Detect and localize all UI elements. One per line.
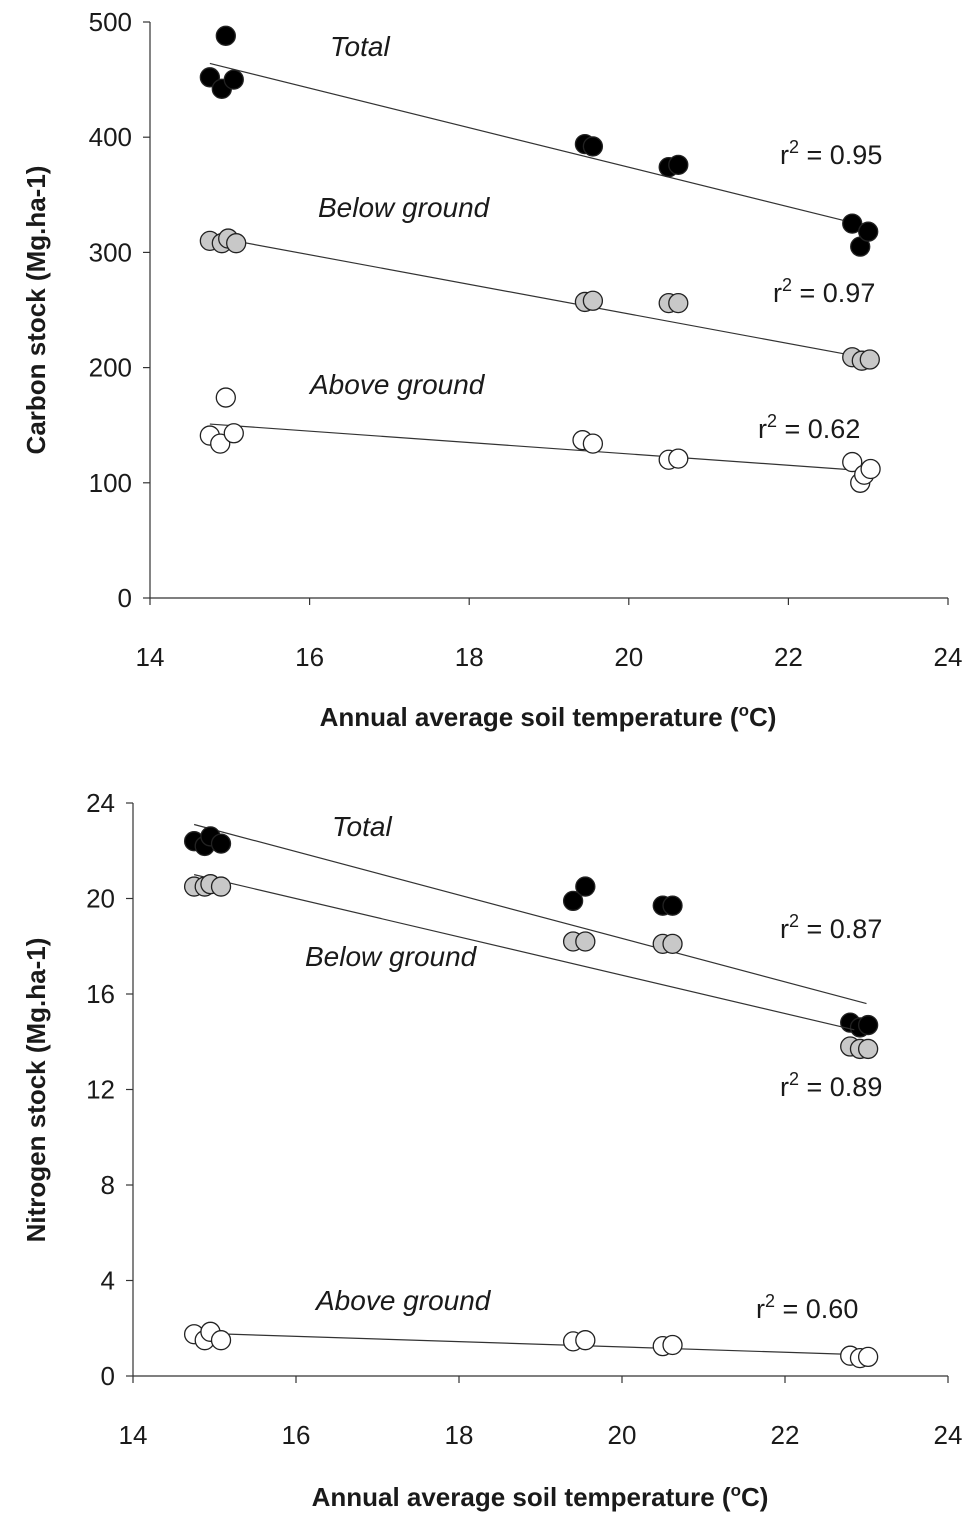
- r-squared-label: r2 = 0.89: [780, 1069, 882, 1102]
- data-point: [223, 69, 244, 90]
- x-tick-label: 20: [608, 1420, 637, 1450]
- series-label: Below ground: [305, 941, 478, 972]
- trend-line: [193, 874, 855, 1031]
- data-point: [210, 876, 232, 897]
- r-squared-label: r2 = 0.97: [773, 275, 875, 308]
- data-point: [662, 895, 683, 916]
- data-point: [226, 233, 247, 254]
- y-tick-label: 400: [89, 122, 132, 152]
- y-tick-label: 100: [89, 468, 132, 498]
- data-point: [668, 448, 689, 469]
- y-tick-label: 8: [101, 1170, 115, 1200]
- x-tick-label: 22: [771, 1420, 800, 1450]
- data-point: [210, 833, 232, 854]
- data-point: [857, 1346, 879, 1368]
- y-axis-title: Nitrogen stock (Mg.ha-1): [21, 938, 51, 1243]
- data-point: [842, 451, 863, 473]
- y-tick-label: 24: [86, 788, 115, 818]
- y-tick-label: 12: [86, 1075, 115, 1105]
- x-tick-label: 24: [934, 642, 963, 672]
- data-point: [662, 933, 683, 955]
- trend-line: [193, 823, 867, 1005]
- series-below-ground: Below ground r2 = 0.97: [199, 192, 880, 371]
- series-above-ground: Above ground r2 = 0.62: [199, 369, 881, 493]
- series-label: Above ground: [308, 369, 486, 400]
- series-total: Total r2 = 0.87: [183, 811, 882, 1038]
- x-tick-label: 20: [614, 642, 643, 672]
- series-label: Below ground: [318, 192, 491, 223]
- data-point: [858, 221, 879, 242]
- r-squared-label: r2 = 0.60: [756, 1291, 858, 1324]
- y-tick-label: 4: [101, 1266, 115, 1296]
- x-axis-title: Annual average soil temperature (oC): [320, 701, 777, 732]
- x-axis-title: Annual average soil temperature (oC): [312, 1481, 769, 1512]
- y-tick-label: 500: [89, 7, 132, 37]
- data-point: [668, 292, 689, 314]
- x-tick-label: 18: [445, 1420, 474, 1450]
- data-point: [575, 1330, 596, 1351]
- y-tick-label: 0: [101, 1361, 115, 1391]
- data-point: [215, 25, 236, 46]
- data-point: [215, 387, 236, 408]
- x-tick-label: 16: [282, 1420, 311, 1450]
- x-tick-label: 24: [934, 1420, 963, 1450]
- series-below-ground: Below ground r2 = 0.89: [183, 874, 882, 1102]
- x-tick-label: 14: [136, 642, 165, 672]
- data-point: [859, 349, 880, 370]
- y-tick-label: 20: [86, 884, 115, 914]
- x-tick-label: 16: [295, 642, 324, 672]
- data-point: [210, 433, 231, 454]
- data-point: [860, 458, 881, 480]
- r-squared-label: r2 = 0.87: [780, 911, 882, 944]
- r-squared-label: r2 = 0.62: [758, 411, 860, 444]
- data-point: [582, 290, 604, 311]
- y-tick-label: 0: [118, 583, 132, 613]
- data-point: [668, 154, 689, 175]
- y-tick-label: 300: [89, 237, 132, 267]
- trend-line: [209, 235, 857, 357]
- trend-line: [209, 423, 857, 471]
- data-point: [857, 1014, 879, 1036]
- data-point: [582, 136, 604, 157]
- series-label: Total: [332, 811, 392, 842]
- data-point: [582, 433, 604, 454]
- trend-line: [194, 1332, 855, 1356]
- x-tick-label: 22: [774, 642, 803, 672]
- data-point: [662, 1334, 683, 1356]
- trend-line: [209, 62, 857, 225]
- r-squared-label: r2 = 0.95: [780, 137, 882, 170]
- x-tick-label: 18: [455, 642, 484, 672]
- data-point: [842, 213, 863, 234]
- data-point: [575, 876, 596, 897]
- x-tick-label: 14: [119, 1420, 148, 1450]
- y-axis-title: Carbon stock (Mg.ha-1): [21, 166, 51, 455]
- y-tick-label: 16: [86, 979, 115, 1009]
- series-total: Total r2 = 0.95: [199, 25, 882, 257]
- series-label: Total: [330, 31, 390, 62]
- chart-panel-2: 0 4 8 12 16 20 24 14 16 18 20 22 24 Nitrogen stock (M…: [21, 788, 962, 1512]
- data-point: [575, 931, 596, 952]
- data-point: [857, 1038, 879, 1060]
- data-point: [210, 1330, 232, 1351]
- data-point: [562, 890, 584, 912]
- series-above-ground: Above ground r2 = 0.60: [183, 1285, 879, 1369]
- data-point: [223, 423, 244, 444]
- chart-panel-1: 0 100 200 300 400 500 14 16 18 20 22 24 Carbon stock…: [21, 7, 962, 732]
- series-label: Above ground: [314, 1285, 492, 1316]
- y-tick-label: 200: [89, 353, 132, 383]
